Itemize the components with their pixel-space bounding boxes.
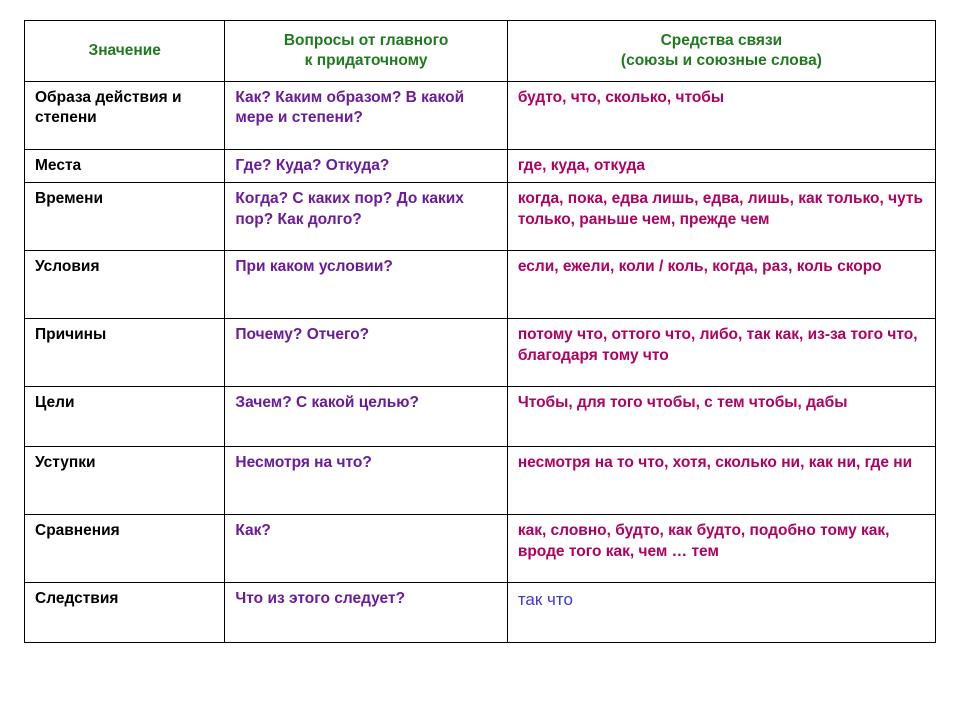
- table-row: Сравнения Как? как, словно, будто, как б…: [25, 515, 936, 583]
- cell-questions: Что из этого следует?: [225, 583, 507, 643]
- cell-meaning: Уступки: [25, 447, 225, 515]
- table-row: Цели Зачем? С какой целью? Чтобы, для то…: [25, 387, 936, 447]
- cell-meaning: Времени: [25, 183, 225, 251]
- table-row: Условия При каком условии? если, ежели, …: [25, 251, 936, 319]
- cell-questions: Как?: [225, 515, 507, 583]
- cell-questions: Где? Куда? Откуда?: [225, 150, 507, 183]
- header-conjunctions: Средства связи (союзы и союзные слова): [507, 21, 935, 82]
- cell-questions: Как? Каким образом? В какой мере и степе…: [225, 82, 507, 150]
- cell-questions: При каком условии?: [225, 251, 507, 319]
- cell-conjunctions: как, словно, будто, как будто, подобно т…: [507, 515, 935, 583]
- table-row: Места Где? Куда? Откуда? где, куда, отку…: [25, 150, 936, 183]
- cell-conjunctions: потому что, оттого что, либо, так как, и…: [507, 319, 935, 387]
- table-row: Времени Когда? С каких пор? До каких пор…: [25, 183, 936, 251]
- cell-conjunctions: так что: [507, 583, 935, 643]
- cell-meaning: Следствия: [25, 583, 225, 643]
- cell-meaning: Цели: [25, 387, 225, 447]
- cell-questions: Почему? Отчего?: [225, 319, 507, 387]
- header-conj-l2: (союзы и союзные слова): [621, 52, 822, 69]
- cell-questions: Зачем? С какой целью?: [225, 387, 507, 447]
- header-row: Значение Вопросы от главного к придаточн…: [25, 21, 936, 82]
- cell-conjunctions: будто, что, сколько, чтобы: [507, 82, 935, 150]
- table-row: Образа действия и степени Как? Каким обр…: [25, 82, 936, 150]
- header-questions-l1: Вопросы от главного: [284, 32, 449, 49]
- header-conj-l1: Средства связи: [661, 32, 783, 49]
- header-meaning-text: Значение: [88, 42, 160, 59]
- cell-conjunctions: несмотря на то что, хотя, сколько ни, ка…: [507, 447, 935, 515]
- cell-meaning: Причины: [25, 319, 225, 387]
- table-row: Уступки Несмотря на что? несмотря на то …: [25, 447, 936, 515]
- cell-conjunctions: если, ежели, коли / коль, когда, раз, ко…: [507, 251, 935, 319]
- cell-meaning: Места: [25, 150, 225, 183]
- header-questions-l2: к придаточному: [305, 52, 428, 69]
- header-meaning: Значение: [25, 21, 225, 82]
- cell-conjunctions: когда, пока, едва лишь, едва, лишь, как …: [507, 183, 935, 251]
- table-row: Причины Почему? Отчего? потому что, отто…: [25, 319, 936, 387]
- cell-questions: Когда? С каких пор? До каких пор? Как до…: [225, 183, 507, 251]
- cell-meaning: Сравнения: [25, 515, 225, 583]
- cell-meaning: Образа действия и степени: [25, 82, 225, 150]
- cell-conjunctions: Чтобы, для того чтобы, с тем чтобы, дабы: [507, 387, 935, 447]
- cell-meaning: Условия: [25, 251, 225, 319]
- header-questions: Вопросы от главного к придаточному: [225, 21, 507, 82]
- grammar-table: Значение Вопросы от главного к придаточн…: [24, 20, 936, 643]
- table-row: Следствия Что из этого следует? так что: [25, 583, 936, 643]
- cell-conjunctions: где, куда, откуда: [507, 150, 935, 183]
- cell-questions: Несмотря на что?: [225, 447, 507, 515]
